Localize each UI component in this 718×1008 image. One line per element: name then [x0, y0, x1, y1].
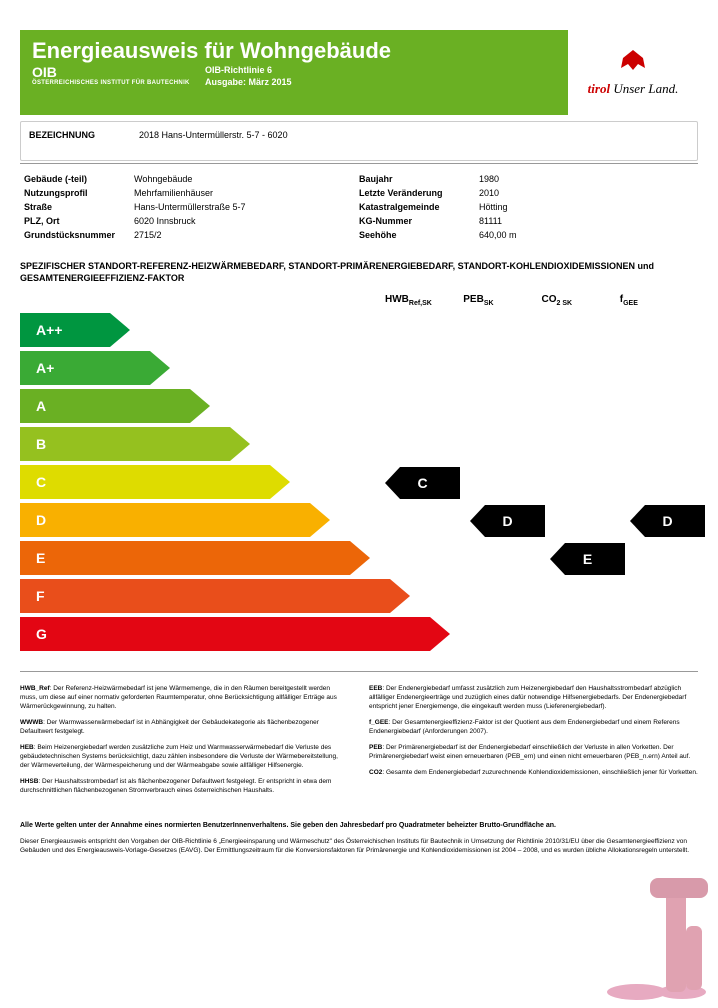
designation-value: 2018 Hans-Untermüllerstr. 5-7 - 6020 — [139, 128, 288, 142]
field-value: 6020 Innsbruck — [134, 214, 359, 228]
field-label: Straße — [24, 200, 134, 214]
legend-entry: CO2: Gesamte dem Endenergiebedarf zuzure… — [369, 768, 698, 777]
legend-entry: EEB: Der Endenergiebedarf umfasst zusätz… — [369, 684, 698, 711]
tirol-brand: tirol — [588, 81, 610, 96]
tirol-slogan: Unser Land. — [613, 81, 678, 96]
divider — [20, 671, 698, 672]
rating-pointer: C — [385, 467, 460, 499]
footer-fine: Dieser Energieausweis entspricht den Vor… — [20, 837, 698, 855]
header-rule-2: Ausgabe: März 2015 — [205, 76, 292, 88]
footer-note: Alle Werte gelten unter der Annahme eine… — [20, 822, 698, 829]
field-value: Hötting — [479, 200, 569, 214]
legend-entry: HEB: Beim Heizenergiebedarf werden zusät… — [20, 743, 349, 770]
section-title: SPEZIFISCHER STANDORT-REFERENZ-HEIZWÄRME… — [20, 260, 698, 284]
header-rule-1: OIB-Richtlinie 6 — [205, 64, 292, 76]
legend-right: EEB: Der Endenergiebedarf umfasst zusätz… — [369, 684, 698, 802]
header: Energieausweis für Wohngebäude OIB ÖSTER… — [20, 30, 698, 115]
field-value: 2715/2 — [134, 228, 359, 242]
legend-entry: WWWB: Der Warmwasserwärmebedarf ist in A… — [20, 718, 349, 736]
legend: HWB_Ref: Der Referenz-Heizwärmebedarf is… — [20, 684, 698, 802]
watermark-icon — [602, 872, 712, 1002]
col-hwb: HWBRef,SK — [385, 294, 463, 307]
field-label: Gebäude (-teil) — [24, 172, 134, 186]
designation-block: BEZEICHNUNG 2018 Hans-Untermüllerstr. 5-… — [20, 121, 698, 161]
rating-pointer: D — [630, 505, 705, 537]
legend-entry: HHSB: Der Haushaltsstrombedarf ist als f… — [20, 777, 349, 795]
field-label: Katastralgemeinde — [359, 200, 479, 214]
field-value: 1980 — [479, 172, 569, 186]
rating-arrow-g: G — [20, 617, 450, 651]
field-value: 640,00 m — [479, 228, 569, 242]
field-label: Grundstücksnummer — [24, 228, 134, 242]
field-value: 2010 — [479, 186, 569, 200]
building-fields: Gebäude (-teil)WohngebäudeBaujahr1980 Nut… — [20, 163, 698, 250]
legend-left: HWB_Ref: Der Referenz-Heizwärmebedarf is… — [20, 684, 349, 802]
field-label: PLZ, Ort — [24, 214, 134, 228]
rating-arrow-f: F — [20, 579, 410, 613]
legend-entry: f_GEE: Der Gesamtenergieeffizienz-Faktor… — [369, 718, 698, 736]
rating-arrow-b: B — [20, 427, 250, 461]
rating-arrow-e: E — [20, 541, 370, 575]
field-label: KG-Nummer — [359, 214, 479, 228]
field-value: 81111 — [479, 214, 569, 228]
field-value: Wohngebäude — [134, 172, 359, 186]
designation-label: BEZEICHNUNG — [29, 128, 139, 142]
field-value: Hans-Untermüllerstraße 5-7 — [134, 200, 359, 214]
field-label: Letzte Veränderung — [359, 186, 479, 200]
field-label: Baujahr — [359, 172, 479, 186]
rating-pointer: E — [550, 543, 625, 575]
eagle-icon — [618, 48, 648, 81]
rating-arrow-c: C — [20, 465, 290, 499]
legend-entry: PEB: Der Primärenergiebedarf ist der End… — [369, 743, 698, 761]
header-rules: OIB-Richtlinie 6 Ausgabe: März 2015 — [205, 64, 292, 88]
legend-entry: HWB_Ref: Der Referenz-Heizwärmebedarf is… — [20, 684, 349, 711]
rating-arrow-a: A — [20, 389, 210, 423]
tirol-text: tirol Unser Land. — [588, 81, 679, 97]
field-label: Seehöhe — [359, 228, 479, 242]
rating-arrow-d: D — [20, 503, 330, 537]
column-headers: HWBRef,SK PEBSK CO2 SK fGEE — [20, 294, 698, 307]
energy-rating-chart: A++A+ABCDEFGCDED — [20, 313, 698, 663]
field-label: Nutzungsprofil — [24, 186, 134, 200]
col-fgee: fGEE — [620, 294, 698, 307]
rating-arrow-aplus: A+ — [20, 351, 170, 385]
tirol-logo: tirol Unser Land. — [568, 30, 698, 115]
col-co2: CO2 SK — [542, 294, 620, 307]
rating-pointer: D — [470, 505, 545, 537]
col-peb: PEBSK — [463, 294, 541, 307]
field-value: Mehrfamilienhäuser — [134, 186, 359, 200]
rating-arrow-aplusplus: A++ — [20, 313, 130, 347]
